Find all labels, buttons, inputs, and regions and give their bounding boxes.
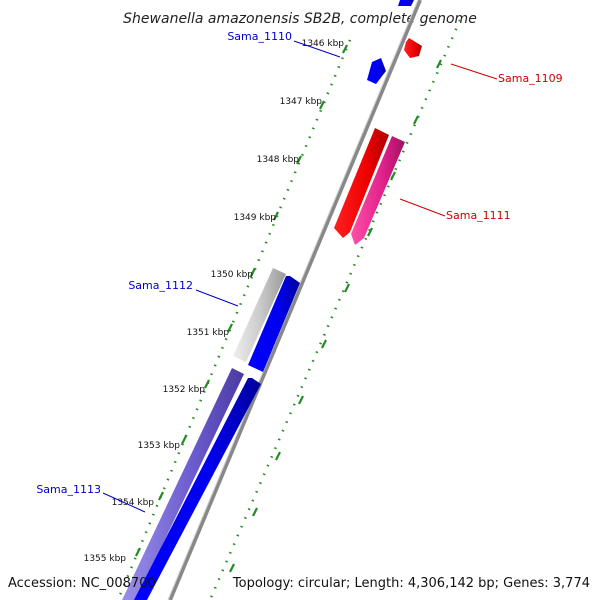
genome-backbone-highlight: [167, 0, 419, 600]
leader-line-sama-1109: [450, 63, 498, 80]
major-tick: [227, 323, 233, 333]
leader-line-sama-1110: [293, 40, 341, 58]
gene-label-sama-1112[interactable]: Sama_1112: [128, 279, 193, 292]
outer-tick-track: [208, 19, 462, 600]
major-tick: [344, 283, 350, 293]
cds-forward-blue-2: [134, 378, 261, 600]
cds-sama-1109: [404, 38, 422, 58]
major-tick: [413, 115, 419, 125]
major-tick: [252, 507, 258, 517]
major-tick: [229, 563, 235, 573]
kbp-label: 1347 kbp: [280, 97, 323, 107]
cds-sama-1112: [233, 268, 286, 362]
kbp-label: 1349 kbp: [234, 213, 277, 223]
cds-reverse-red: [334, 128, 389, 238]
gene-label-sama-1113[interactable]: Sama_1113: [36, 483, 101, 496]
gene-labels: Sama_1110 Sama_1109 Sama_1111 Sama_1112 …: [36, 30, 563, 513]
major-ticks-inner: [135, 44, 348, 557]
cds-sama-1110: [367, 58, 386, 84]
kbp-label: 1348 kbp: [257, 155, 300, 165]
leader-line-sama-1112: [195, 289, 239, 307]
major-tick: [275, 451, 281, 461]
topology-text: Topology: circular; Length: 4,306,142 bp…: [232, 576, 590, 591]
major-tick: [298, 395, 304, 405]
kbp-label: 1353 kbp: [138, 441, 181, 451]
major-tick: [296, 155, 302, 165]
kbp-label: 1354 kbp: [112, 498, 155, 508]
reverse-strand-features: [334, 38, 422, 245]
genome-backbone: [168, 0, 422, 600]
kbp-label: 1355 kbp: [84, 554, 127, 564]
gene-label-sama-1110[interactable]: Sama_1110: [227, 30, 292, 43]
major-tick: [342, 44, 348, 54]
leader-line-sama-1111: [399, 198, 446, 217]
leader-line-sama-1113: [102, 492, 146, 513]
major-tick: [158, 491, 164, 501]
major-tick: [273, 211, 279, 221]
cds-sama-1113: [122, 368, 244, 600]
kbp-label: 1352 kbp: [163, 385, 206, 395]
gene-label-sama-1111[interactable]: Sama_1111: [446, 209, 511, 222]
kbp-labels: 1346 kbp 1347 kbp 1348 kbp 1349 kbp 1350…: [84, 39, 345, 564]
kbp-label: 1350 kbp: [211, 270, 254, 280]
major-tick: [390, 171, 396, 181]
major-tick: [321, 339, 327, 349]
major-tick: [135, 547, 141, 557]
cds-top-fragment: [398, 0, 414, 6]
inner-tick-track: [116, 39, 352, 600]
forward-strand-features: [122, 0, 414, 600]
major-tick: [436, 59, 442, 69]
major-tick: [181, 435, 187, 445]
major-ticks-outer: [229, 59, 442, 573]
cds-forward-blue-1: [248, 276, 300, 372]
kbp-label: 1351 kbp: [187, 328, 230, 338]
major-tick: [319, 100, 325, 110]
major-tick: [367, 227, 373, 237]
kbp-label: 1346 kbp: [302, 39, 345, 49]
cds-sama-1111: [351, 136, 405, 245]
major-tick: [250, 267, 256, 277]
major-tick: [204, 379, 210, 389]
gene-label-sama-1109[interactable]: Sama_1109: [498, 72, 563, 85]
accession-text: Accession: NC_008700: [8, 576, 156, 591]
map-title: Shewanella amazonensis SB2B, complete ge…: [123, 11, 477, 27]
